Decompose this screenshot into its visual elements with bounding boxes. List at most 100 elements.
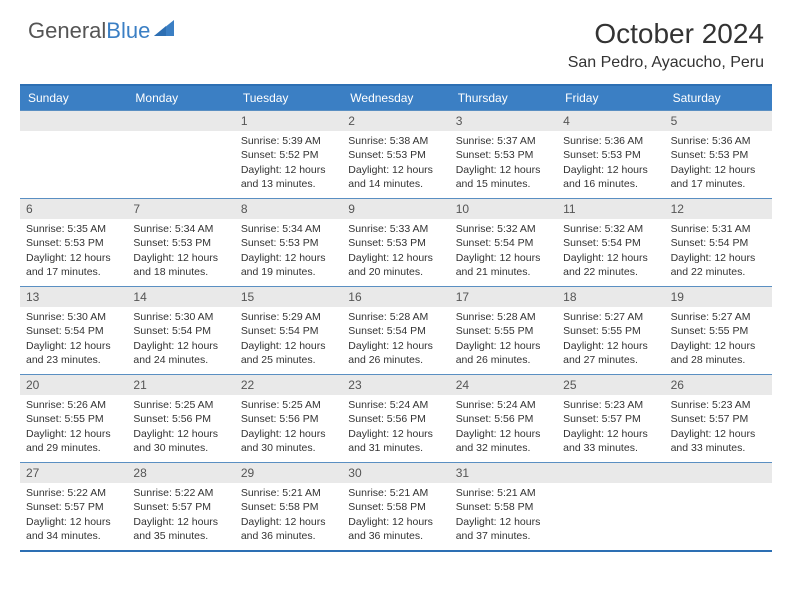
day-cell-12: 12Sunrise: 5:31 AMSunset: 5:54 PMDayligh…	[665, 198, 772, 286]
day-details: Sunrise: 5:24 AMSunset: 5:56 PMDaylight:…	[342, 395, 449, 461]
sunset-line: Sunset: 5:54 PM	[241, 324, 336, 338]
calendar-header-row: SundayMondayTuesdayWednesdayThursdayFrid…	[20, 86, 772, 110]
sunset-line: Sunset: 5:53 PM	[563, 148, 658, 162]
title-block: October 2024 San Pedro, Ayacucho, Peru	[568, 18, 764, 76]
daylight-line: Daylight: 12 hours and 33 minutes.	[563, 427, 658, 455]
day-number: 29	[235, 463, 342, 483]
day-number: 10	[450, 199, 557, 219]
logo-sail-icon	[152, 18, 176, 38]
sunrise-line: Sunrise: 5:29 AM	[241, 310, 336, 324]
sunrise-line: Sunrise: 5:30 AM	[26, 310, 121, 324]
day-cell-21: 21Sunrise: 5:25 AMSunset: 5:56 PMDayligh…	[127, 374, 234, 462]
daylight-line: Daylight: 12 hours and 30 minutes.	[241, 427, 336, 455]
day-details: Sunrise: 5:32 AMSunset: 5:54 PMDaylight:…	[557, 219, 664, 285]
daylight-line: Daylight: 12 hours and 22 minutes.	[563, 251, 658, 279]
day-number: 18	[557, 287, 664, 307]
day-cell-28: 28Sunrise: 5:22 AMSunset: 5:57 PMDayligh…	[127, 462, 234, 550]
sunrise-line: Sunrise: 5:36 AM	[563, 134, 658, 148]
day-number: 21	[127, 375, 234, 395]
day-details: Sunrise: 5:21 AMSunset: 5:58 PMDaylight:…	[235, 483, 342, 549]
daylight-line: Daylight: 12 hours and 24 minutes.	[133, 339, 228, 367]
daylight-line: Daylight: 12 hours and 35 minutes.	[133, 515, 228, 543]
day-details: Sunrise: 5:38 AMSunset: 5:53 PMDaylight:…	[342, 131, 449, 197]
day-number: 8	[235, 199, 342, 219]
sunrise-line: Sunrise: 5:34 AM	[133, 222, 228, 236]
day-header-wednesday: Wednesday	[342, 86, 449, 110]
daylight-line: Daylight: 12 hours and 17 minutes.	[671, 163, 766, 191]
sunrise-line: Sunrise: 5:21 AM	[241, 486, 336, 500]
header: GeneralBlue October 2024 San Pedro, Ayac…	[0, 0, 792, 84]
day-details: Sunrise: 5:34 AMSunset: 5:53 PMDaylight:…	[127, 219, 234, 285]
sunset-line: Sunset: 5:57 PM	[563, 412, 658, 426]
day-header-saturday: Saturday	[665, 86, 772, 110]
sunrise-line: Sunrise: 5:26 AM	[26, 398, 121, 412]
sunset-line: Sunset: 5:53 PM	[671, 148, 766, 162]
day-number: 25	[557, 375, 664, 395]
sunset-line: Sunset: 5:53 PM	[456, 148, 551, 162]
sunrise-line: Sunrise: 5:25 AM	[241, 398, 336, 412]
daylight-line: Daylight: 12 hours and 14 minutes.	[348, 163, 443, 191]
day-cell-25: 25 Sunrise: 5:23 AMSunset: 5:57 PMDayligh…	[557, 374, 664, 462]
day-number: 13	[20, 287, 127, 307]
daylight-line: Daylight: 12 hours and 16 minutes.	[563, 163, 658, 191]
daylight-line: Daylight: 12 hours and 37 minutes.	[456, 515, 551, 543]
day-number: 9	[342, 199, 449, 219]
day-details: Sunrise: 5:27 AMSunset: 5:55 PMDaylight:…	[557, 307, 664, 373]
day-details: Sunrise: 5:28 AMSunset: 5:55 PMDaylight:…	[450, 307, 557, 373]
sunset-line: Sunset: 5:57 PM	[671, 412, 766, 426]
day-number: 6	[20, 199, 127, 219]
sunset-line: Sunset: 5:55 PM	[26, 412, 121, 426]
calendar: SundayMondayTuesdayWednesdayThursdayFrid…	[20, 84, 772, 552]
sunrise-line: Sunrise: 5:35 AM	[26, 222, 121, 236]
sunrise-line: Sunrise: 5:24 AM	[348, 398, 443, 412]
sunrise-line: Sunrise: 5:33 AM	[348, 222, 443, 236]
sunrise-line: Sunrise: 5:34 AM	[241, 222, 336, 236]
sunset-line: Sunset: 5:58 PM	[348, 500, 443, 514]
sunset-line: Sunset: 5:53 PM	[26, 236, 121, 250]
day-cell-1: 1Sunrise: 5:39 AMSunset: 5:52 PMDaylight…	[235, 110, 342, 198]
sunrise-line: Sunrise: 5:21 AM	[348, 486, 443, 500]
sunset-line: Sunset: 5:52 PM	[241, 148, 336, 162]
sunset-line: Sunset: 5:57 PM	[133, 500, 228, 514]
sunrise-line: Sunrise: 5:24 AM	[456, 398, 551, 412]
day-details: Sunrise: 5:36 AMSunset: 5:53 PMDaylight:…	[665, 131, 772, 197]
day-details: Sunrise: 5:33 AMSunset: 5:53 PMDaylight:…	[342, 219, 449, 285]
daylight-line: Daylight: 12 hours and 30 minutes.	[133, 427, 228, 455]
sunset-line: Sunset: 5:58 PM	[241, 500, 336, 514]
day-cell-27: 27Sunrise: 5:22 AMSunset: 5:57 PMDayligh…	[20, 462, 127, 550]
sunrise-line: Sunrise: 5:31 AM	[671, 222, 766, 236]
day-header-thursday: Thursday	[450, 86, 557, 110]
sunrise-line: Sunrise: 5:23 AM	[563, 398, 658, 412]
sunset-line: Sunset: 5:57 PM	[26, 500, 121, 514]
day-details: Sunrise: 5:35 AMSunset: 5:53 PMDaylight:…	[20, 219, 127, 285]
empty-cell	[557, 462, 664, 550]
sunset-line: Sunset: 5:54 PM	[563, 236, 658, 250]
day-cell-10: 10Sunrise: 5:32 AMSunset: 5:54 PMDayligh…	[450, 198, 557, 286]
daylight-line: Daylight: 12 hours and 28 minutes.	[671, 339, 766, 367]
day-number: 16	[342, 287, 449, 307]
day-cell-13: 13Sunrise: 5:30 AMSunset: 5:54 PMDayligh…	[20, 286, 127, 374]
day-details: Sunrise: 5:32 AMSunset: 5:54 PMDaylight:…	[450, 219, 557, 285]
sunrise-line: Sunrise: 5:28 AM	[456, 310, 551, 324]
sunrise-line: Sunrise: 5:32 AM	[456, 222, 551, 236]
day-number: 20	[20, 375, 127, 395]
empty-cell	[127, 110, 234, 198]
day-number: 5	[665, 111, 772, 131]
day-details: Sunrise: 5:37 AMSunset: 5:53 PMDaylight:…	[450, 131, 557, 197]
day-cell-8: 8Sunrise: 5:34 AMSunset: 5:53 PMDaylight…	[235, 198, 342, 286]
day-number: 14	[127, 287, 234, 307]
day-details: Sunrise: 5:25 AMSunset: 5:56 PMDaylight:…	[235, 395, 342, 461]
day-number: 23	[342, 375, 449, 395]
day-cell-9: 9Sunrise: 5:33 AMSunset: 5:53 PMDaylight…	[342, 198, 449, 286]
day-details: Sunrise: 5:21 AMSunset: 5:58 PMDaylight:…	[342, 483, 449, 549]
day-number: 15	[235, 287, 342, 307]
day-cell-17: 17Sunrise: 5:28 AMSunset: 5:55 PMDayligh…	[450, 286, 557, 374]
day-number: 7	[127, 199, 234, 219]
day-cell-22: 22Sunrise: 5:25 AMSunset: 5:56 PMDayligh…	[235, 374, 342, 462]
sunset-line: Sunset: 5:56 PM	[133, 412, 228, 426]
day-number: 28	[127, 463, 234, 483]
sunrise-line: Sunrise: 5:23 AM	[671, 398, 766, 412]
day-number: 31	[450, 463, 557, 483]
day-details: Sunrise: 5:30 AMSunset: 5:54 PMDaylight:…	[20, 307, 127, 373]
sunrise-line: Sunrise: 5:21 AM	[456, 486, 551, 500]
